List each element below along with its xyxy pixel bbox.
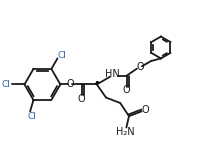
Text: H₂N: H₂N bbox=[116, 127, 135, 137]
Text: HN: HN bbox=[106, 69, 120, 79]
Text: Cl: Cl bbox=[58, 51, 67, 60]
Text: O: O bbox=[78, 94, 85, 104]
Text: O: O bbox=[123, 85, 130, 95]
Text: O: O bbox=[66, 79, 74, 89]
Text: Cl: Cl bbox=[2, 80, 11, 89]
Text: Cl: Cl bbox=[28, 112, 37, 121]
Text: O: O bbox=[141, 105, 149, 115]
Text: O: O bbox=[136, 62, 144, 72]
